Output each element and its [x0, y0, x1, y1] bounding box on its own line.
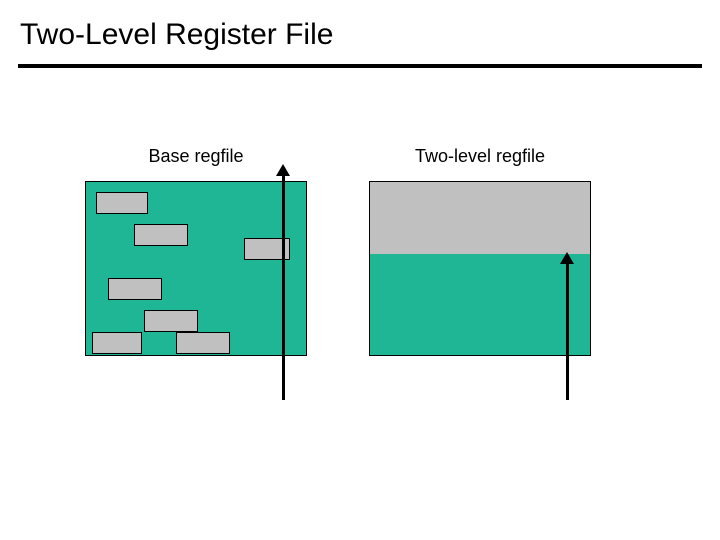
base-regfile-diagram: Base regfile [85, 146, 307, 356]
base-gray-block-4 [144, 310, 198, 332]
base-gray-block-5 [92, 332, 142, 354]
two-level-bottom-region [370, 254, 590, 355]
base-gray-block-1 [134, 224, 188, 246]
title-underline [18, 64, 702, 68]
page-title: Two-Level Register File [0, 0, 720, 64]
two-level-regfile-arrow [566, 262, 569, 400]
base-regfile-box [85, 181, 307, 356]
two-level-regfile-label: Two-level regfile [369, 146, 591, 167]
diagrams-container: Base regfile Two-level regfile [0, 146, 720, 356]
two-level-regfile-diagram: Two-level regfile [369, 146, 591, 356]
two-level-regfile-box [369, 181, 591, 356]
base-gray-block-0 [96, 192, 148, 214]
base-gray-block-6 [176, 332, 230, 354]
two-level-top-region [370, 182, 590, 256]
base-regfile-arrow [282, 174, 285, 400]
base-gray-block-3 [108, 278, 162, 300]
base-regfile-label: Base regfile [85, 146, 307, 167]
